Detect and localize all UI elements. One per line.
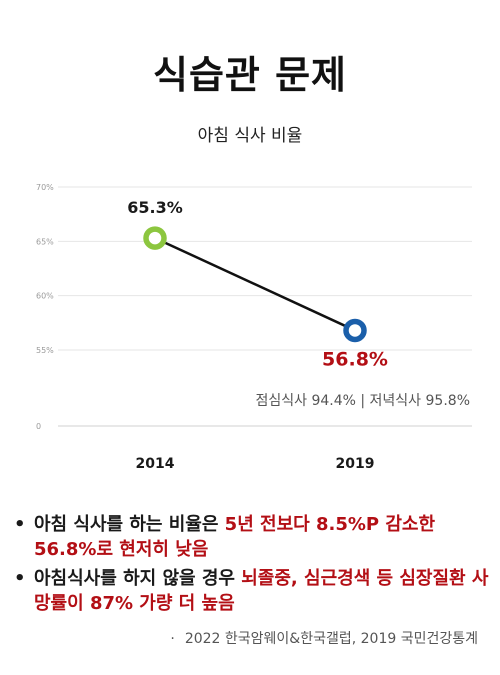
note-highlight: 5년 전보다 8.5%P 감소한 56.8%로 현저히 낮음 xyxy=(34,514,436,560)
y-tick-label: 70% xyxy=(36,183,54,192)
bullet-icon: • xyxy=(14,514,26,535)
data-label: 65.3% xyxy=(127,198,183,217)
data-point xyxy=(343,318,367,343)
page-title: 식습관 문제 xyxy=(152,53,348,97)
x-tick-label: 2019 xyxy=(336,456,375,472)
data-point xyxy=(143,226,167,250)
notes-list: • 아침 식사를 하는 비율은 5년 전보다 8.5%P 감소한 56.8%로 … xyxy=(8,512,496,620)
source-text: 2022 한국암웨이&한국갤럽, 2019 국민건강통계 xyxy=(184,631,478,647)
x-tick-label: 2014 xyxy=(136,456,175,472)
y-tick-label: 55% xyxy=(36,346,54,355)
source-bullet: · xyxy=(170,631,175,647)
bullet-icon: • xyxy=(14,568,26,589)
source-note: · 2022 한국암웨이&한국갤럽, 2019 국민건강통계 xyxy=(170,628,478,648)
y-tick-label: 0 xyxy=(36,422,41,431)
note-highlight: 뇌졸중, 심근경색 등 심장질환 사망률이 87% 가량 더 높음 xyxy=(34,568,489,614)
line-chart: 70% 65% 60% 55% 0 2014 2019 65.3% 56.8% 점심식사 94.4… xyxy=(36,183,472,472)
chart-annotation: 점심식사 94.4% | 저녁식사 95.8% xyxy=(255,393,470,409)
series-line xyxy=(154,236,356,332)
note-text: 아침 식사를 하는 비율은 xyxy=(34,514,225,535)
note-item: • 아침식사를 하지 않을 경우 뇌졸중, 심근경색 등 심장질환 사망률이 8… xyxy=(8,566,496,616)
data-label: 56.8% xyxy=(322,348,388,370)
chart-subtitle: 아침 식사 비율 xyxy=(197,126,303,146)
note-text: 아침식사를 하지 않을 경우 xyxy=(34,568,242,589)
y-tick-label: 65% xyxy=(36,237,54,246)
y-tick-label: 60% xyxy=(36,292,54,301)
note-item: • 아침 식사를 하는 비율은 5년 전보다 8.5%P 감소한 56.8%로 … xyxy=(8,512,496,562)
